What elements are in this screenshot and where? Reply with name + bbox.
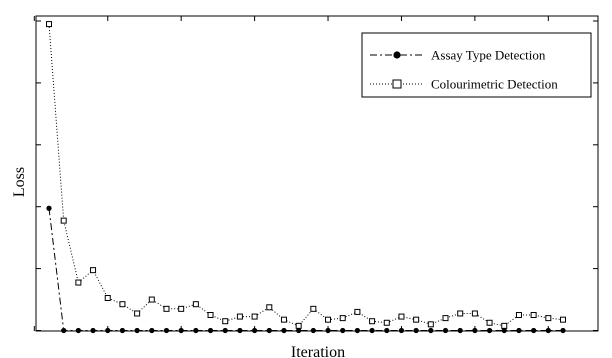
data-point: [252, 327, 258, 334]
data-point: [148, 296, 155, 303]
data-point: [90, 327, 96, 334]
data-point: [369, 318, 376, 325]
data-point: [531, 327, 537, 334]
data-point: [560, 316, 566, 323]
data-point: [442, 327, 449, 334]
data-point: [266, 304, 273, 311]
data-point: [222, 327, 228, 334]
data-point: [134, 310, 141, 317]
data-point: [119, 301, 126, 308]
data-point: [296, 327, 302, 334]
data-point: [46, 21, 52, 28]
data-point: [193, 327, 199, 334]
data-point: [384, 327, 390, 334]
data-point: [192, 301, 199, 308]
legend-label: Assay Type Detection: [431, 48, 546, 63]
data-point: [325, 316, 332, 323]
data-point: [427, 321, 434, 328]
data-point: [119, 327, 126, 334]
data-point: [340, 327, 346, 334]
data-point: [236, 313, 243, 320]
data-point: [75, 279, 82, 286]
legend-label: Colourimetric Detection: [431, 77, 558, 92]
data-point: [46, 205, 52, 211]
legend-marker: [392, 79, 402, 89]
series-1: [46, 205, 566, 334]
data-point: [75, 327, 81, 334]
data-point: [105, 327, 111, 334]
data-point: [134, 327, 140, 334]
data-point: [163, 305, 170, 312]
series-2: [46, 21, 566, 329]
data-point: [60, 217, 67, 224]
y-axis-title: Loss: [11, 167, 28, 197]
data-point: [560, 327, 566, 334]
data-point: [501, 322, 508, 329]
data-point: [61, 327, 67, 334]
data-point: [398, 327, 405, 334]
legend-marker: [393, 51, 401, 59]
data-point: [383, 319, 390, 326]
data-point: [442, 315, 449, 322]
data-point: [413, 316, 420, 323]
data-point: [266, 327, 272, 334]
series-line: [48, 24, 564, 327]
data-point: [295, 322, 302, 329]
data-point: [457, 327, 463, 334]
data-point: [428, 327, 434, 334]
data-point: [398, 313, 405, 320]
data-point: [281, 327, 287, 334]
data-point: [501, 327, 507, 334]
data-point: [280, 316, 287, 323]
data-point: [486, 319, 493, 326]
data-point: [457, 310, 464, 317]
data-point: [530, 312, 537, 319]
x-axis-title: Iteration: [291, 344, 345, 358]
data-point: [486, 327, 493, 334]
data-point: [237, 327, 243, 334]
data-point: [354, 327, 360, 334]
data-point: [369, 327, 375, 334]
data-point: [104, 295, 111, 302]
data-point: [354, 308, 361, 315]
data-point: [310, 305, 317, 312]
data-point: [149, 327, 155, 334]
legend: Assay Type Detection Colourimetric Detect…: [361, 32, 592, 98]
data-point: [516, 327, 522, 334]
data-point: [163, 327, 170, 334]
data-point: [515, 312, 522, 319]
data-point: [251, 313, 258, 320]
data-point: [413, 327, 419, 334]
data-point: [339, 315, 346, 322]
data-point: [178, 305, 185, 312]
data-point: [472, 327, 478, 334]
data-point: [471, 310, 478, 317]
data-point: [545, 315, 552, 322]
data-point: [178, 327, 184, 334]
data-point: [325, 327, 331, 334]
data-point: [545, 327, 551, 334]
series-line: [48, 208, 563, 331]
data-point: [207, 312, 214, 319]
data-point: [90, 267, 97, 274]
data-point: [222, 318, 229, 325]
data-point: [207, 327, 214, 334]
data-point: [310, 327, 316, 334]
